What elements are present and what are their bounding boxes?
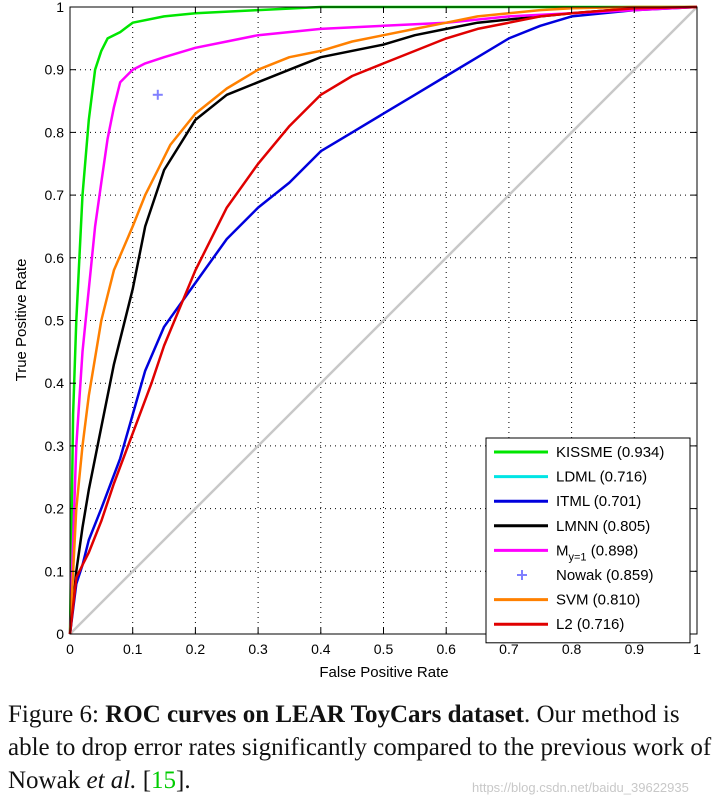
caption-text-1: . Our method is able to drop error rates… bbox=[8, 701, 712, 794]
legend-label: LDML (0.716) bbox=[556, 469, 647, 486]
y-tick-label: 0.2 bbox=[45, 501, 65, 517]
legend-item: LMNN (0.805) bbox=[494, 518, 650, 535]
axes: 0 0.1 0.2 0.3 0.4 0.5 0.6 0.7 0.8 0.9 1 0 0.1 0.2 0.3 0… bbox=[45, 0, 702, 657]
legend-box bbox=[485, 437, 691, 644]
legend-label: My=1 (0.898) bbox=[556, 542, 638, 563]
y-tick-label: 0.7 bbox=[45, 187, 65, 203]
caption-title: ROC curves on LEAR ToyCars dataset bbox=[105, 701, 524, 728]
y-tick-label: 0.3 bbox=[45, 438, 65, 454]
x-tick-label: 0.9 bbox=[625, 641, 645, 657]
series-line-0 bbox=[68, 5, 697, 635]
watermark-text: https://blog.csdn.net/baidu_39622935 bbox=[472, 780, 689, 795]
caption-text-3: ]. bbox=[176, 767, 191, 794]
x-tick-label: 0.3 bbox=[248, 641, 268, 657]
legend-label: Nowak (0.859) bbox=[556, 567, 654, 584]
x-tick-label: 0.8 bbox=[562, 641, 582, 657]
y-tick-label: 0.6 bbox=[45, 250, 65, 266]
x-axis-label: False Positive Rate bbox=[319, 664, 448, 681]
caption-text-2: [ bbox=[136, 767, 152, 794]
y-tick-label: 0.1 bbox=[45, 563, 65, 579]
series-line-2 bbox=[68, 5, 698, 635]
legend-item: My=1 (0.898) bbox=[494, 542, 638, 563]
x-tick-label: 1 bbox=[693, 641, 701, 657]
y-tick-label: 0.4 bbox=[45, 375, 65, 391]
series-line-3 bbox=[68, 5, 698, 635]
legend-label: KISSME (0.934) bbox=[556, 444, 664, 461]
x-tick-label: 0.1 bbox=[123, 641, 143, 657]
caption-prefix: Figure 6: bbox=[8, 701, 99, 728]
series-line-5 bbox=[68, 5, 697, 635]
caption-ref-link[interactable]: 15 bbox=[151, 767, 177, 794]
y-tick-label: 0.9 bbox=[45, 62, 65, 78]
legend: KISSME (0.934) LDML (0.716) ITML (0.701) LM… bbox=[485, 437, 691, 644]
legend-label: SVM (0.810) bbox=[556, 592, 640, 609]
legend-item: ITML (0.701) bbox=[494, 493, 641, 510]
legend-item: Nowak (0.859) bbox=[517, 567, 654, 584]
series-line-4 bbox=[68, 5, 698, 635]
x-tick-label: 0.7 bbox=[499, 641, 519, 657]
x-tick-label: 0 bbox=[66, 641, 74, 657]
roc-curves bbox=[68, 5, 698, 635]
legend-item: LDML (0.716) bbox=[494, 469, 647, 486]
series-line-6 bbox=[68, 5, 698, 635]
legend-item: L2 (0.716) bbox=[494, 616, 624, 633]
roc-chart: 0 0.1 0.2 0.3 0.4 0.5 0.6 0.7 0.8 0.9 1 0 0.1 0.2 0.3 0… bbox=[13, 0, 702, 681]
caption-italic: et al. bbox=[86, 767, 137, 794]
point-marker-0 bbox=[152, 89, 163, 100]
x-tick-label: 0.4 bbox=[311, 641, 331, 657]
figure-caption: Figure 6: ROC curves on LEAR ToyCars dat… bbox=[8, 698, 720, 797]
y-tick-label: 0 bbox=[56, 626, 64, 642]
legend-label: LMNN (0.805) bbox=[556, 518, 650, 535]
legend-item: KISSME (0.934) bbox=[494, 444, 664, 461]
x-tick-label: 0.5 bbox=[374, 641, 394, 657]
legend-label: ITML (0.701) bbox=[556, 493, 641, 510]
x-tick-label: 0.6 bbox=[436, 641, 456, 657]
legend-label: L2 (0.716) bbox=[556, 616, 624, 633]
y-tick-label: 0.8 bbox=[45, 124, 65, 140]
legend-item: SVM (0.810) bbox=[494, 592, 640, 609]
y-tick-label: 0.5 bbox=[45, 313, 65, 329]
x-tick-label: 0.2 bbox=[186, 641, 206, 657]
plot-frame bbox=[69, 6, 698, 635]
y-axis-label: True Positive Rate bbox=[13, 259, 30, 382]
y-tick-label: 1 bbox=[56, 0, 64, 15]
chance-diagonal-line bbox=[69, 6, 698, 635]
